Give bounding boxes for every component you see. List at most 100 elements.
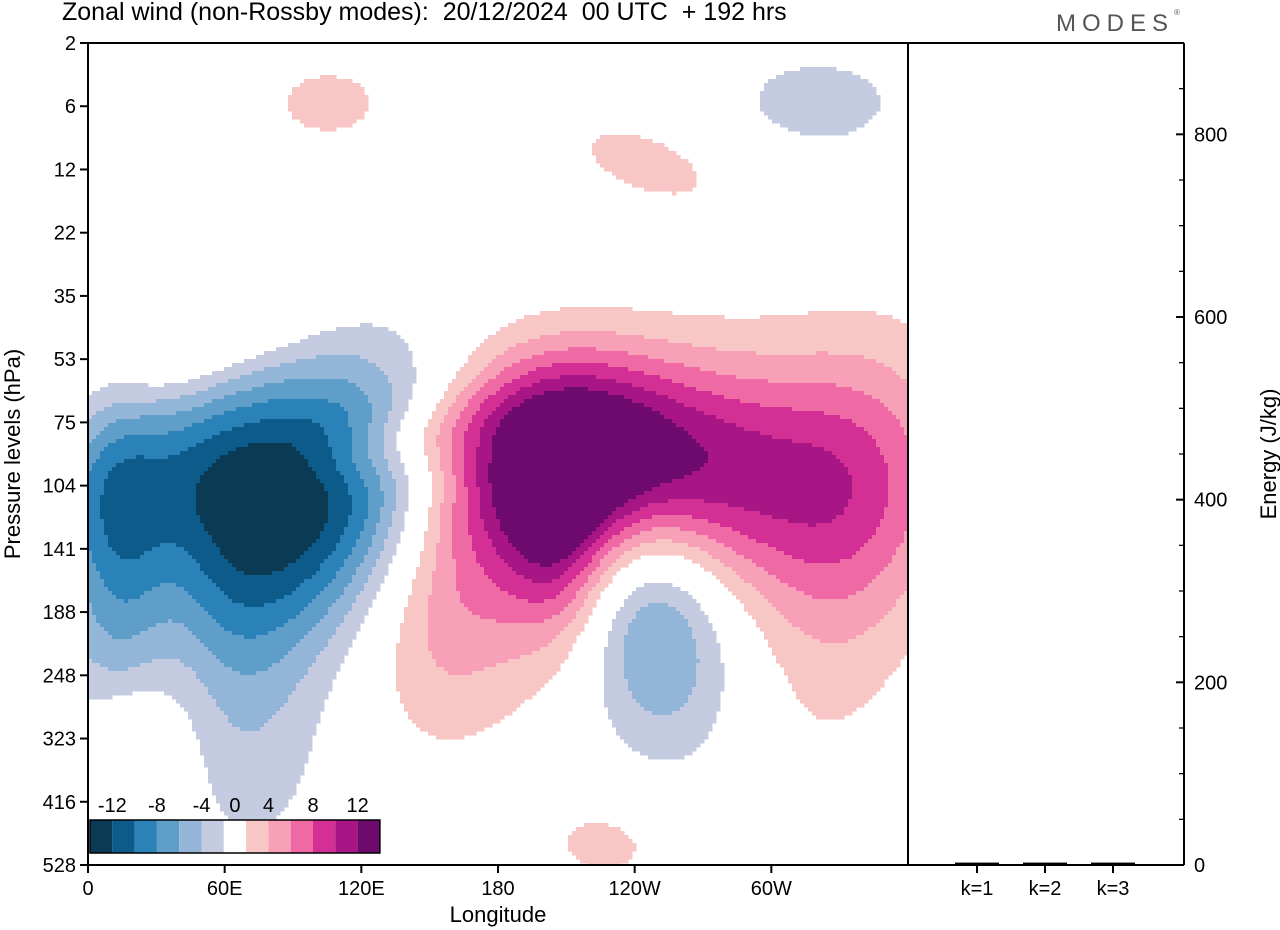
heatmap-cell <box>300 339 405 344</box>
heatmap-cell <box>324 527 345 532</box>
heatmap-cell <box>368 507 381 512</box>
heatmap-cell <box>596 567 609 572</box>
heatmap-cell <box>308 335 401 340</box>
heatmap-cell <box>88 519 105 524</box>
heatmap-cell <box>512 407 653 412</box>
heatmap-cell <box>172 695 213 700</box>
heatmap-cell <box>280 707 325 712</box>
heatmap-cell <box>88 619 97 624</box>
heatmap-cell <box>392 387 413 392</box>
heatmap-cell <box>436 559 457 564</box>
colorbar-label: 8 <box>307 795 318 817</box>
heatmap-cell <box>444 415 461 420</box>
heatmap-cell <box>204 419 261 424</box>
heatmap-cell <box>360 535 373 540</box>
heatmap-cell <box>560 559 577 564</box>
heatmap-cell <box>440 523 453 528</box>
heatmap-cell <box>604 531 621 536</box>
colorbar-frame <box>89 819 381 854</box>
heatmap-cell <box>888 487 908 492</box>
heatmap-cell <box>276 347 409 352</box>
heatmap-cell <box>892 559 908 564</box>
x-tick-label: 180 <box>481 878 514 900</box>
heatmap-cell <box>484 523 501 528</box>
heatmap-cell <box>624 395 669 400</box>
heatmap-cell <box>96 435 125 440</box>
heatmap-cell <box>88 563 97 568</box>
heatmap-cell <box>88 475 109 480</box>
heatmap-cell <box>600 535 613 540</box>
heatmap-cell <box>100 571 205 576</box>
heatmap-cell <box>708 551 737 556</box>
heatmap-cell <box>572 851 633 856</box>
heatmap-cell <box>328 511 353 516</box>
heatmap-cell <box>392 519 405 524</box>
heatmap-cell <box>496 375 521 380</box>
heatmap-cell <box>476 375 497 380</box>
heatmap-cell <box>216 583 301 588</box>
heatmap-cell <box>452 427 469 432</box>
heatmap-cell <box>452 379 473 384</box>
heatmap-cell <box>448 387 465 392</box>
heatmap-cell <box>840 459 885 464</box>
heatmap-cell <box>556 635 577 640</box>
heatmap-cell <box>888 611 908 616</box>
heatmap-cell <box>608 515 625 520</box>
heatmap-cell <box>600 547 613 552</box>
heatmap-cell <box>172 619 217 624</box>
heatmap-cell <box>212 435 329 440</box>
heatmap-cell <box>124 459 217 464</box>
heatmap-cell <box>356 567 373 572</box>
heatmap-cell <box>756 587 797 592</box>
heatmap-cell <box>692 343 908 348</box>
heatmap-cell <box>196 495 329 500</box>
heatmap-cell <box>600 163 693 168</box>
heatmap-cell <box>396 675 553 680</box>
heatmap-cell <box>824 411 893 416</box>
colorbar-swatch <box>179 820 202 853</box>
heatmap-cell <box>480 491 493 496</box>
heatmap-cell <box>692 515 773 520</box>
heatmap-cell <box>192 667 233 672</box>
heatmap-cell <box>612 627 629 632</box>
heatmap-cell <box>88 595 117 600</box>
chart-title: Zonal wind (non-Rossby modes): 20/12/202… <box>62 0 787 26</box>
heatmap-cell <box>896 415 908 420</box>
heatmap-cell <box>856 423 901 428</box>
heatmap-cell <box>384 503 397 508</box>
heatmap-cell <box>328 495 353 500</box>
heatmap-cell <box>456 563 481 568</box>
heatmap-cell <box>88 623 101 628</box>
heatmap-cell <box>392 395 413 400</box>
heatmap-cell <box>624 667 697 672</box>
heatmap-cell <box>704 447 825 452</box>
heatmap-cell <box>452 403 469 408</box>
heatmap-cell <box>560 375 597 380</box>
heatmap-cell <box>308 603 333 608</box>
heatmap-cell <box>596 139 653 144</box>
heatmap-cell <box>812 595 849 600</box>
heatmap-cell <box>88 607 93 612</box>
heatmap-cell <box>212 399 269 404</box>
heatmap-cell <box>508 535 589 540</box>
heatmap-cell <box>492 455 709 460</box>
x-tick-label: 0 <box>82 878 93 900</box>
heatmap-cell <box>344 591 361 596</box>
heatmap-cell <box>696 439 793 444</box>
heatmap-cell <box>904 591 908 596</box>
heatmap-cell <box>500 327 908 332</box>
heatmap-cell <box>336 463 357 468</box>
heatmap-cell <box>764 111 877 116</box>
heatmap-cell <box>288 695 329 700</box>
heatmap-cell <box>456 575 489 580</box>
heatmap-cell <box>428 419 445 424</box>
heatmap-cell <box>432 571 457 576</box>
heatmap-cell <box>104 479 201 484</box>
heatmap-cell <box>196 511 329 516</box>
heatmap-cell <box>756 563 889 568</box>
heatmap-cell <box>328 607 353 612</box>
heatmap-cell <box>232 563 289 568</box>
heatmap-cell <box>220 431 325 436</box>
heatmap-cell <box>108 667 129 672</box>
